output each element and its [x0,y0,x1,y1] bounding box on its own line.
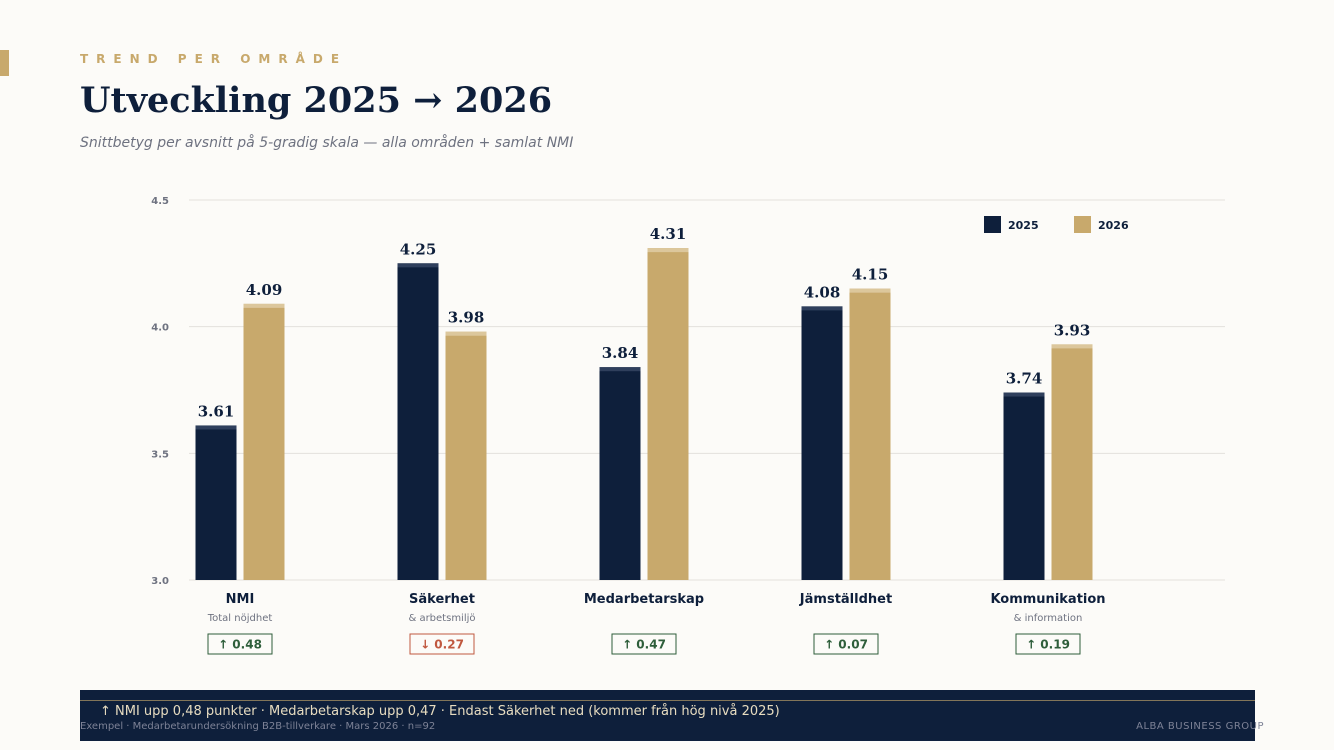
bar-2025 [599,367,641,580]
data-label: 4.08 [804,283,841,301]
x-tick-sublabel: Total nöjdhet [207,613,273,624]
footer-source: Exempel · Medarbetarundersökning B2B-til… [80,721,436,732]
y-tick-label: 4.5 [151,196,169,207]
x-tick-label: Säkerhet [409,592,475,607]
legend-label-2026: 2026 [1098,219,1129,232]
x-tick-label: Medarbetarskap [584,592,704,607]
bar-cap [1003,392,1045,397]
change-badge [611,633,677,655]
bar-cap [243,303,285,308]
data-label: 4.09 [246,281,283,299]
y-tick-label: 3.0 [151,576,169,587]
change-badge [1015,633,1081,655]
change-value: ↑ 0.48 [218,638,262,652]
x-tick-sublabel: & arbetsmiljö [408,613,475,624]
bar-cap [397,263,439,268]
data-label: 3.93 [1054,321,1091,339]
bar-2025 [195,425,237,580]
change-value: ↑ 0.47 [622,638,666,652]
data-label: 4.15 [852,266,889,284]
legend-label-2025: 2025 [1008,219,1039,232]
bar-cap [801,306,843,311]
page-subtitle: Snittbetyg per avsnitt på 5-gradig skala… [80,135,574,151]
bar-cap [1051,344,1093,349]
bar-cap [647,248,689,253]
summary-text: ↑ NMI upp 0,48 punkter · Medarbetarskap … [100,704,780,719]
legend-swatch-2026 [1074,216,1091,233]
legend-swatch-2025 [984,216,1001,233]
x-tick-label: Kommunikation [990,592,1105,607]
change-value: ↑ 0.19 [1026,638,1070,652]
data-label: 3.98 [448,309,485,327]
accent-bar [0,50,9,76]
data-label: 4.31 [650,225,687,243]
bar-2026 [243,303,285,580]
bar-2026 [445,331,487,580]
summary-banner: ↑ NMI upp 0,48 punkter · Medarbetarskap … [80,690,1255,741]
data-label: 3.74 [1006,370,1043,388]
bar-2025 [1003,392,1045,580]
bar-cap [445,331,487,336]
bar-chart: 3.0 3.5 4.0 4.5 3.61 4.09 NMI Total nöjdhet ↑ 0.… [151,196,1225,655]
bar-cap [599,367,641,372]
page-title: Utveckling 2025 → 2026 [80,80,553,121]
footer-brand: ALBA BUSINESS GROUP [1136,721,1264,732]
bar-2025 [397,263,439,580]
y-tick-label: 3.5 [151,449,169,460]
bar-2025 [801,306,843,580]
data-label: 3.84 [602,344,639,362]
banner-divider [80,700,1255,701]
change-badge [207,633,273,655]
x-tick-label: Jämställdhet [799,592,892,607]
eyebrow-label: TREND PER OMRÅDE [80,52,348,66]
y-tick-label: 4.0 [151,323,169,334]
change-value: ↑ 0.07 [824,638,868,652]
bar-2026 [1051,344,1093,580]
x-tick-label: NMI [226,592,255,607]
x-tick-sublabel: & information [1014,613,1083,624]
data-label: 4.25 [400,240,437,258]
change-badge [409,633,475,655]
bar-2026 [849,288,891,580]
bar-2026 [647,248,689,580]
change-badge [813,633,879,655]
bar-cap [195,425,237,430]
bar-cap [849,288,891,293]
data-label: 3.61 [198,402,235,420]
change-value: ↓ 0.27 [420,638,464,652]
